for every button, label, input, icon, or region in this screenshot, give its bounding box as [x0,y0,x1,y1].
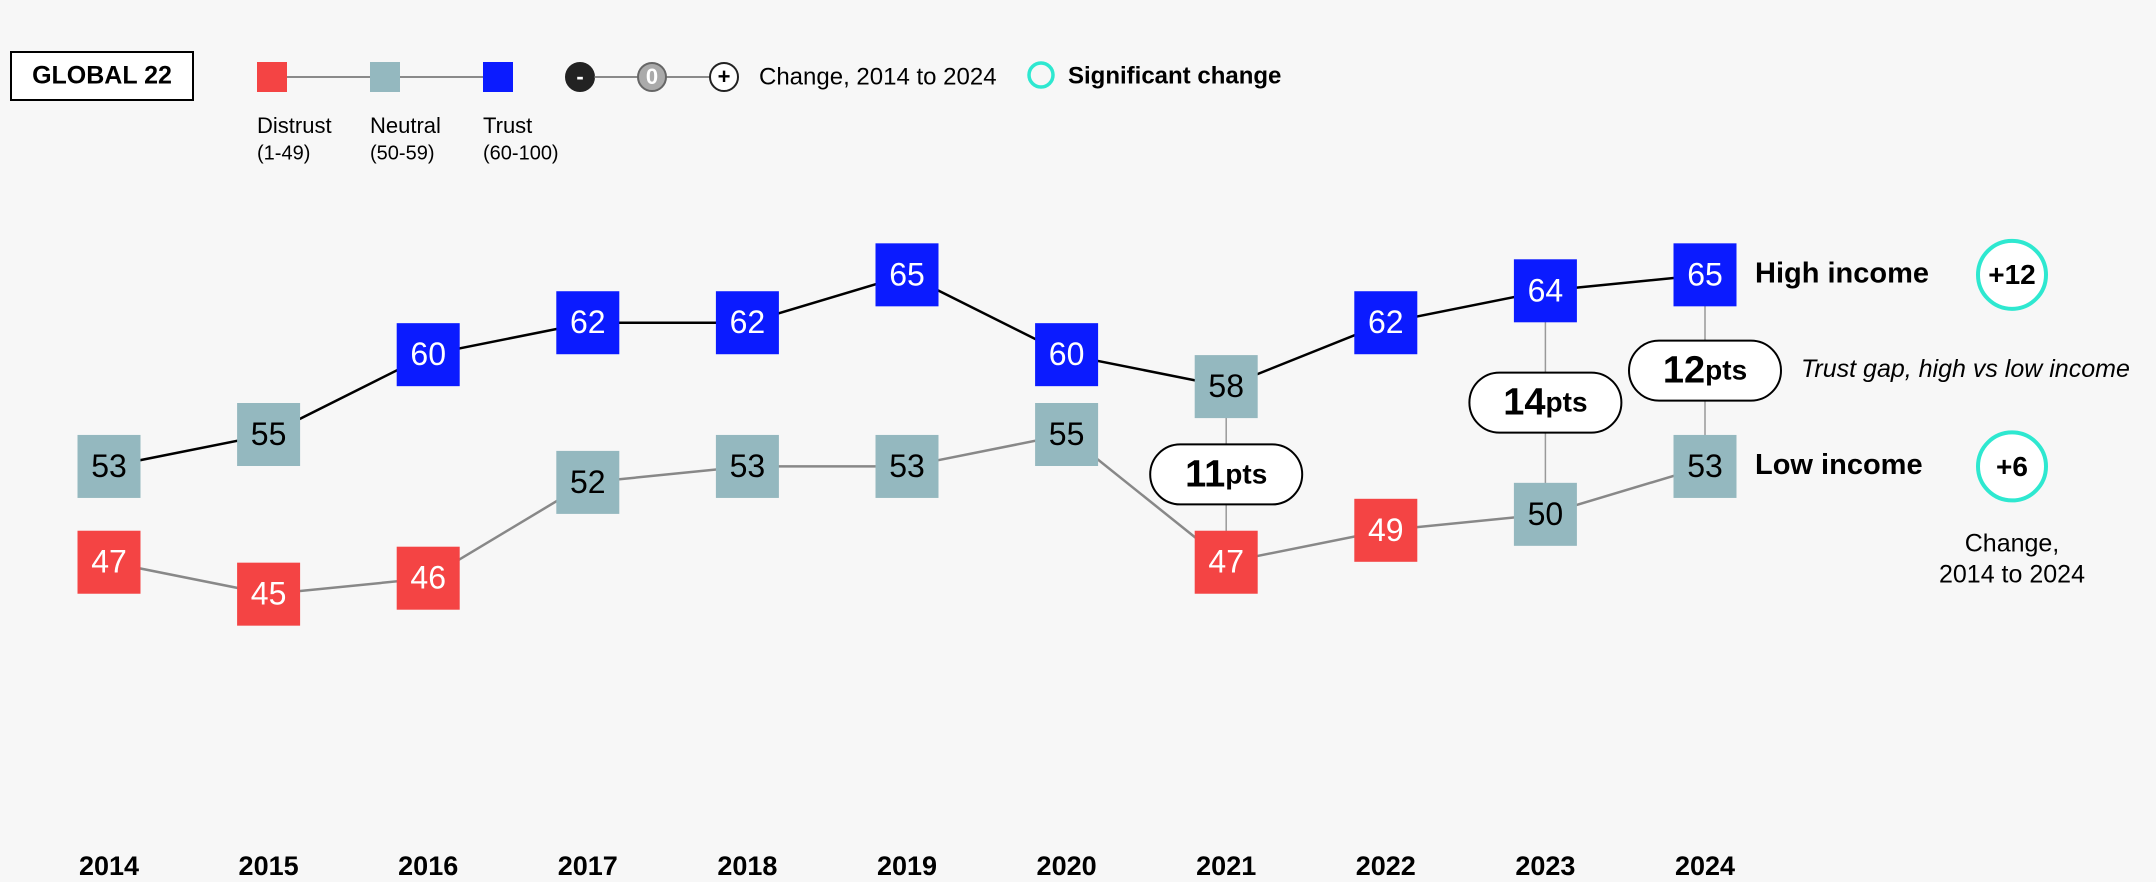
gap-value: 14 [1503,382,1545,424]
value-label: 60 [1049,336,1085,372]
value-box [1513,259,1577,323]
legend-swatch [483,62,513,92]
x-tick-label: 2018 [717,851,777,881]
value-label: 47 [1208,544,1244,580]
value-label: 45 [251,576,287,612]
value-label: 64 [1528,272,1564,308]
x-tick-label: 2019 [877,851,937,881]
x-tick-label: 2021 [1196,851,1256,881]
value-label: 49 [1368,512,1404,548]
value-box [1354,291,1418,355]
value-label: 47 [91,544,127,580]
value-label: 58 [1208,368,1244,404]
gap-unit: pts [1225,459,1267,490]
legend-swatch [257,62,287,92]
gap-label: 14pts [1503,382,1587,424]
value-box [77,434,141,498]
x-tick-label: 2017 [558,851,618,881]
legend-label: Neutral [370,113,441,138]
value-box [715,291,779,355]
change-circle [1976,430,2048,503]
x-tick-label: 2020 [1037,851,1097,881]
value-label: 55 [251,416,287,452]
significant-legend: Significant change [1068,62,1281,89]
badge: GLOBAL 22 [32,62,172,90]
value-box [1035,403,1099,466]
gap-pill [1149,443,1304,506]
change-symbol-label: - [576,64,583,89]
legend-swatch [370,62,400,92]
value-label: 52 [570,464,606,500]
value-box [875,243,939,307]
value-label: 60 [410,336,446,372]
change-caption: 2014 to 2024 [1939,561,2085,589]
x-tick-label: 2022 [1356,851,1416,881]
value-label: 62 [730,304,766,340]
value-box [237,403,301,466]
gap-value: 11 [1185,453,1225,495]
x-tick-label: 2023 [1515,851,1575,881]
significant-symbol [1027,61,1055,89]
series-name: Low income [1755,449,1923,481]
value-box [1035,323,1099,387]
value-box [1194,530,1258,594]
change-legend: Change, 2014 to 2024 [759,63,997,90]
value-box [396,323,460,387]
change-circle [1976,238,2048,311]
value-label: 62 [570,304,606,340]
gap-label: 11pts [1185,453,1267,495]
value-label: 50 [1528,496,1564,532]
value-box [556,291,620,355]
value-label: 53 [889,448,925,484]
legend-range: (50-59) [370,142,434,164]
legend-label: Trust [483,113,532,138]
change-symbol-label: + [718,64,731,89]
value-label: 53 [1687,448,1723,484]
gap-unit: pts [1546,387,1588,418]
value-box [396,546,460,610]
change-label: +12 [1988,259,2036,290]
legend-range: (60-100) [483,142,559,164]
gap-label: 12pts [1663,350,1747,392]
gap-annotation: Trust gap, high vs low income [1801,355,2130,383]
value-box [77,530,141,594]
value-box [237,562,301,626]
value-box [1513,482,1577,546]
value-label: 53 [91,448,127,484]
value-box [715,434,779,498]
value-box [1354,498,1418,562]
value-box [1673,243,1737,307]
value-box [1194,355,1258,419]
x-tick-label: 2016 [398,851,458,881]
change-label: +6 [1996,451,2028,482]
value-box [556,450,620,514]
x-tick-label: 2014 [79,851,139,881]
series-name: High income [1755,257,1929,289]
legend-range: (1-49) [257,142,310,164]
value-box [875,434,939,498]
value-label: 55 [1049,416,1085,452]
value-box [1673,434,1737,498]
change-symbol [709,62,739,92]
legend-label: Distrust [257,113,332,138]
change-caption: Change, [1965,530,2060,558]
value-label: 53 [730,448,766,484]
gap-pill [1628,339,1782,402]
x-tick-label: 2024 [1675,851,1735,881]
badge-box [10,51,194,101]
value-label: 46 [410,560,446,596]
x-tick-label: 2015 [239,851,299,881]
change-symbol-label: 0 [646,64,658,89]
gap-value: 12 [1663,350,1705,392]
gap-unit: pts [1705,355,1747,386]
gap-pill [1468,371,1623,434]
value-label: 65 [1687,256,1723,292]
value-label: 62 [1368,304,1404,340]
value-label: 65 [889,256,925,292]
